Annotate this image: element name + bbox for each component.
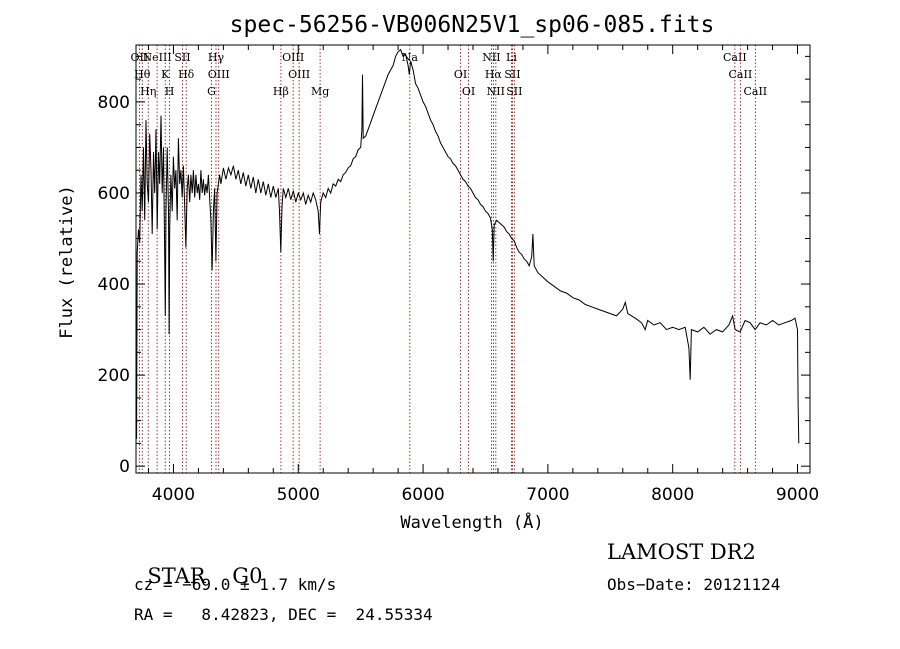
line-label-22: SII: [504, 68, 520, 81]
chart-title: spec-56256-VB006N25V1_sp06-085.fits: [230, 12, 715, 38]
line-label-12: OIII: [282, 51, 304, 64]
line-label-24: CaII: [723, 51, 747, 64]
x-tick-label-3: 7000: [526, 485, 569, 505]
line-label-18: NII: [482, 51, 500, 64]
line-label-5: H: [165, 85, 175, 98]
spectrum-line-0: [136, 48, 800, 467]
line-label-10: OIII: [208, 68, 230, 81]
line-label-4: K: [161, 68, 170, 81]
y-tick-label-4: 800: [98, 93, 130, 113]
axis-ticks: 4000 5000 6000 7000 8000 9000 0 200 400 600 800: [98, 45, 819, 505]
y-tick-label-0: 0: [119, 457, 130, 477]
line-label-13: OIII: [288, 68, 310, 81]
x-axis-label: Wavelength (Å): [400, 511, 543, 533]
x-tick-label-5: 9000: [776, 485, 819, 505]
line-label-1: Hθ: [134, 68, 151, 81]
line-label-3: NeIII: [143, 51, 172, 64]
line-label-23: SII: [506, 85, 522, 98]
line-label-19: Hα: [485, 68, 503, 81]
line-label-6: SII: [174, 51, 190, 64]
y-axis-label: Flux (relative): [57, 185, 77, 339]
line-label-9: Hγ: [208, 51, 225, 64]
line-label-17: OI: [462, 85, 475, 98]
line-label-14: Mg: [311, 85, 329, 98]
y-tick-label-2: 400: [98, 275, 130, 295]
line-label-21: Li: [506, 51, 517, 64]
line-label-8: G: [207, 85, 216, 98]
spectral-line-markers: OIIHθHηNeIIIKHSIIHδGHγOIIIHβOIIIOIIIMgNa…: [131, 45, 767, 473]
x-tick-label-0: 4000: [152, 485, 195, 505]
plot-frame: [135, 44, 811, 474]
line-label-25: CaII: [729, 68, 753, 81]
line-label-20: NII: [487, 85, 505, 98]
line-label-7: Hδ: [178, 68, 195, 81]
x-tick-label-1: 5000: [277, 485, 320, 505]
spectrum-series: [136, 48, 800, 467]
line-label-2: Hη: [140, 85, 156, 98]
class-label: STAR: [147, 564, 206, 588]
obs-date-label: Obs−Date: 20121124: [607, 575, 781, 594]
x-tick-label-4: 8000: [651, 485, 694, 505]
y-tick-label-1: 200: [98, 366, 130, 386]
subclass-label: G0: [232, 564, 263, 588]
redshift-label: cz = −69.0 ± 1.7 km/s: [134, 575, 337, 594]
line-label-0: OII: [131, 51, 149, 64]
line-label-11: Hβ: [273, 85, 289, 98]
line-label-16: OI: [454, 68, 467, 81]
line-label-26: CaII: [743, 85, 767, 98]
x-tick-label-2: 6000: [401, 485, 444, 505]
y-tick-label-3: 600: [98, 184, 130, 204]
coordinates-label: RA = 8.42823, DEC = 24.55334: [134, 605, 433, 624]
survey-label: LAMOST DR2: [607, 540, 756, 564]
object-class: STAR G0: [134, 540, 262, 588]
